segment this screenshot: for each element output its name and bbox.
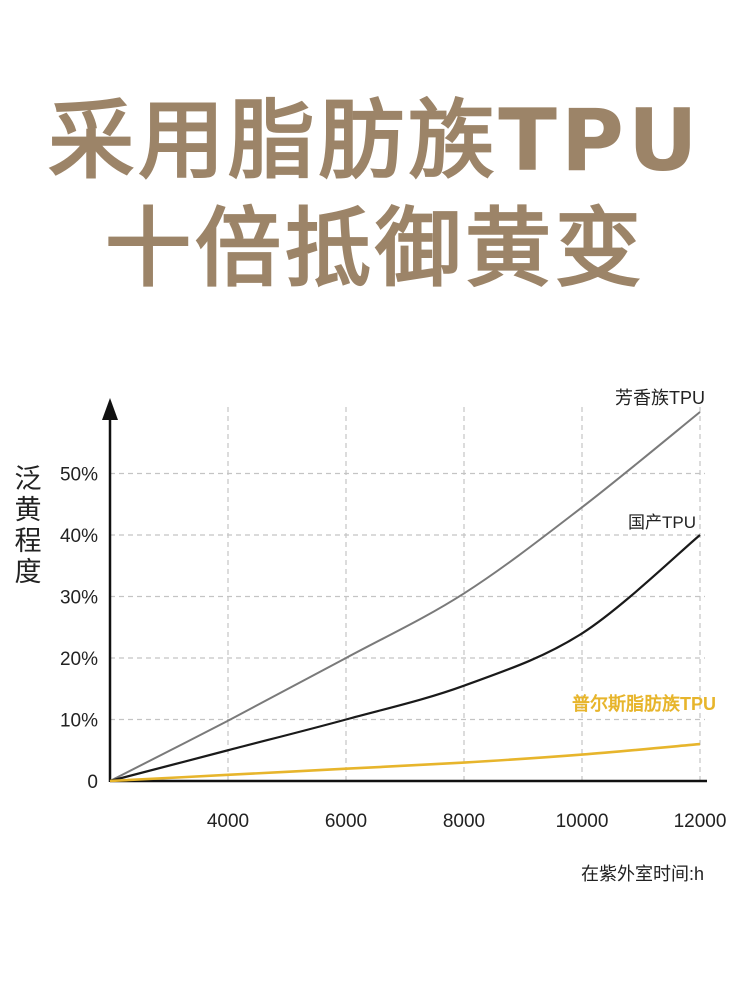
y-axis-label-char: 程 (15, 526, 42, 556)
series-line (109, 411, 701, 782)
series-label: 国产TPU (628, 513, 696, 532)
y-tick-label: 10% (60, 711, 98, 732)
x-tick-label: 12000 (674, 811, 727, 832)
series-label: 普尔斯脂肪族TPU (572, 693, 716, 714)
chart-grid (110, 405, 705, 781)
chart-ticks: 4000 6000 8000 10000 12000 0 10% 20% 30% 40% 50% (60, 465, 726, 833)
y-axis-arrow (102, 398, 118, 420)
headline-line-2: 十倍抵御黄变 (105, 199, 645, 299)
series-line (109, 742, 701, 783)
x-tick-label: 8000 (443, 811, 485, 832)
series-line (109, 534, 701, 783)
x-axis-label: 在紫外室时间:h (581, 864, 704, 884)
x-tick-label: 6000 (325, 811, 367, 832)
y-tick-label: 20% (60, 649, 98, 670)
chart-series (109, 411, 701, 783)
y-tick-label: 40% (60, 526, 98, 547)
y-tick-label: 30% (60, 588, 98, 609)
x-tick-label: 10000 (556, 811, 609, 832)
x-tick-label: 4000 (207, 811, 249, 832)
headline-line-1: 采用脂肪族TPU (48, 91, 702, 191)
y-axis-label-char: 黄 (15, 495, 42, 525)
y-axis-label-char: 泛 (15, 464, 42, 494)
y-tick-label: 0 (87, 772, 98, 793)
series-label: 芳香族TPU (615, 388, 705, 408)
y-axis-label-char: 度 (15, 557, 42, 587)
y-tick-label: 50% (60, 465, 98, 486)
chart-axes (102, 398, 707, 783)
